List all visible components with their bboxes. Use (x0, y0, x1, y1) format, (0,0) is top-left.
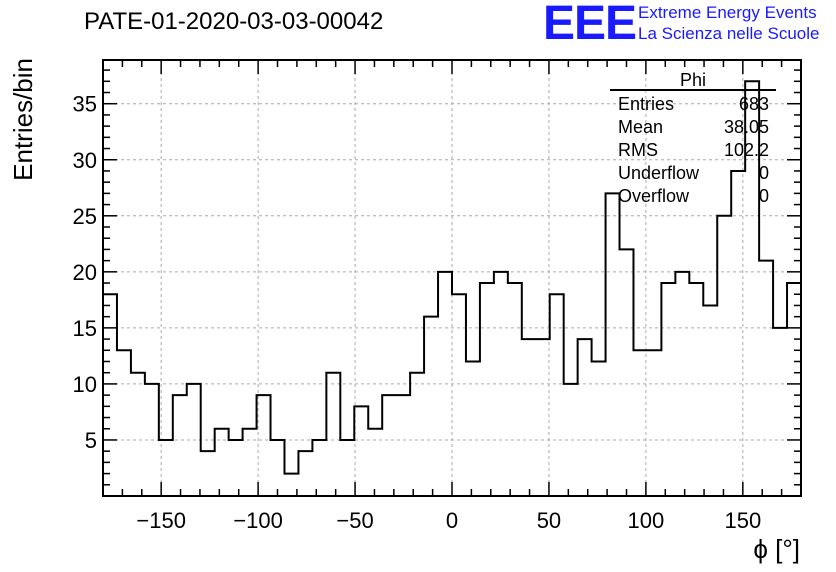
y-axis-label: Entries/bin (8, 58, 38, 181)
eee-logo: EEE (543, 0, 637, 50)
stats-label: RMS (618, 140, 658, 160)
logo-tagline-2: La Scienza nelle Scuole (638, 24, 820, 43)
stats-value: 0 (759, 163, 769, 183)
chart-title: PATE-01-2020-03-03-00042 (84, 8, 384, 35)
stats-box: Phi Entries 683 Mean 38.05 RMS 102.2 Underflow… (610, 70, 776, 206)
stats-value: 38.05 (724, 117, 769, 137)
stats-box-title: Phi (680, 70, 706, 90)
x-tick-label: 100 (628, 508, 665, 533)
y-tick-label: 10 (73, 372, 97, 397)
y-tick-label: 15 (73, 316, 97, 341)
stats-value: 102.2 (724, 140, 769, 160)
stats-value: 0 (759, 186, 769, 206)
x-tick-label: −100 (233, 508, 283, 533)
y-tick-label: 20 (73, 260, 97, 285)
x-tick-label: −50 (336, 508, 373, 533)
stats-label: Overflow (618, 186, 690, 206)
y-tick-label: 35 (73, 92, 97, 117)
histogram-line (103, 80, 801, 475)
x-tick-label: 50 (537, 508, 561, 533)
y-tick-label: 25 (73, 204, 97, 229)
stats-label: Mean (618, 117, 663, 137)
x-tick-label: 0 (446, 508, 458, 533)
x-tick-label: −150 (136, 508, 186, 533)
tick-labels: −150 −100 −50 0 50 100 150 5 10 15 20 25 30 35 (73, 92, 762, 533)
stats-label: Underflow (618, 163, 700, 183)
x-tick-label: 150 (724, 508, 761, 533)
axis-ticks (103, 60, 801, 496)
y-tick-label: 5 (85, 428, 97, 453)
stats-value: 683 (739, 94, 769, 114)
stats-label: Entries (618, 94, 674, 114)
logo-tagline-1: Extreme Energy Events (638, 3, 817, 22)
x-axis-label: ϕ [°] (753, 534, 800, 564)
y-tick-label: 30 (73, 148, 97, 173)
